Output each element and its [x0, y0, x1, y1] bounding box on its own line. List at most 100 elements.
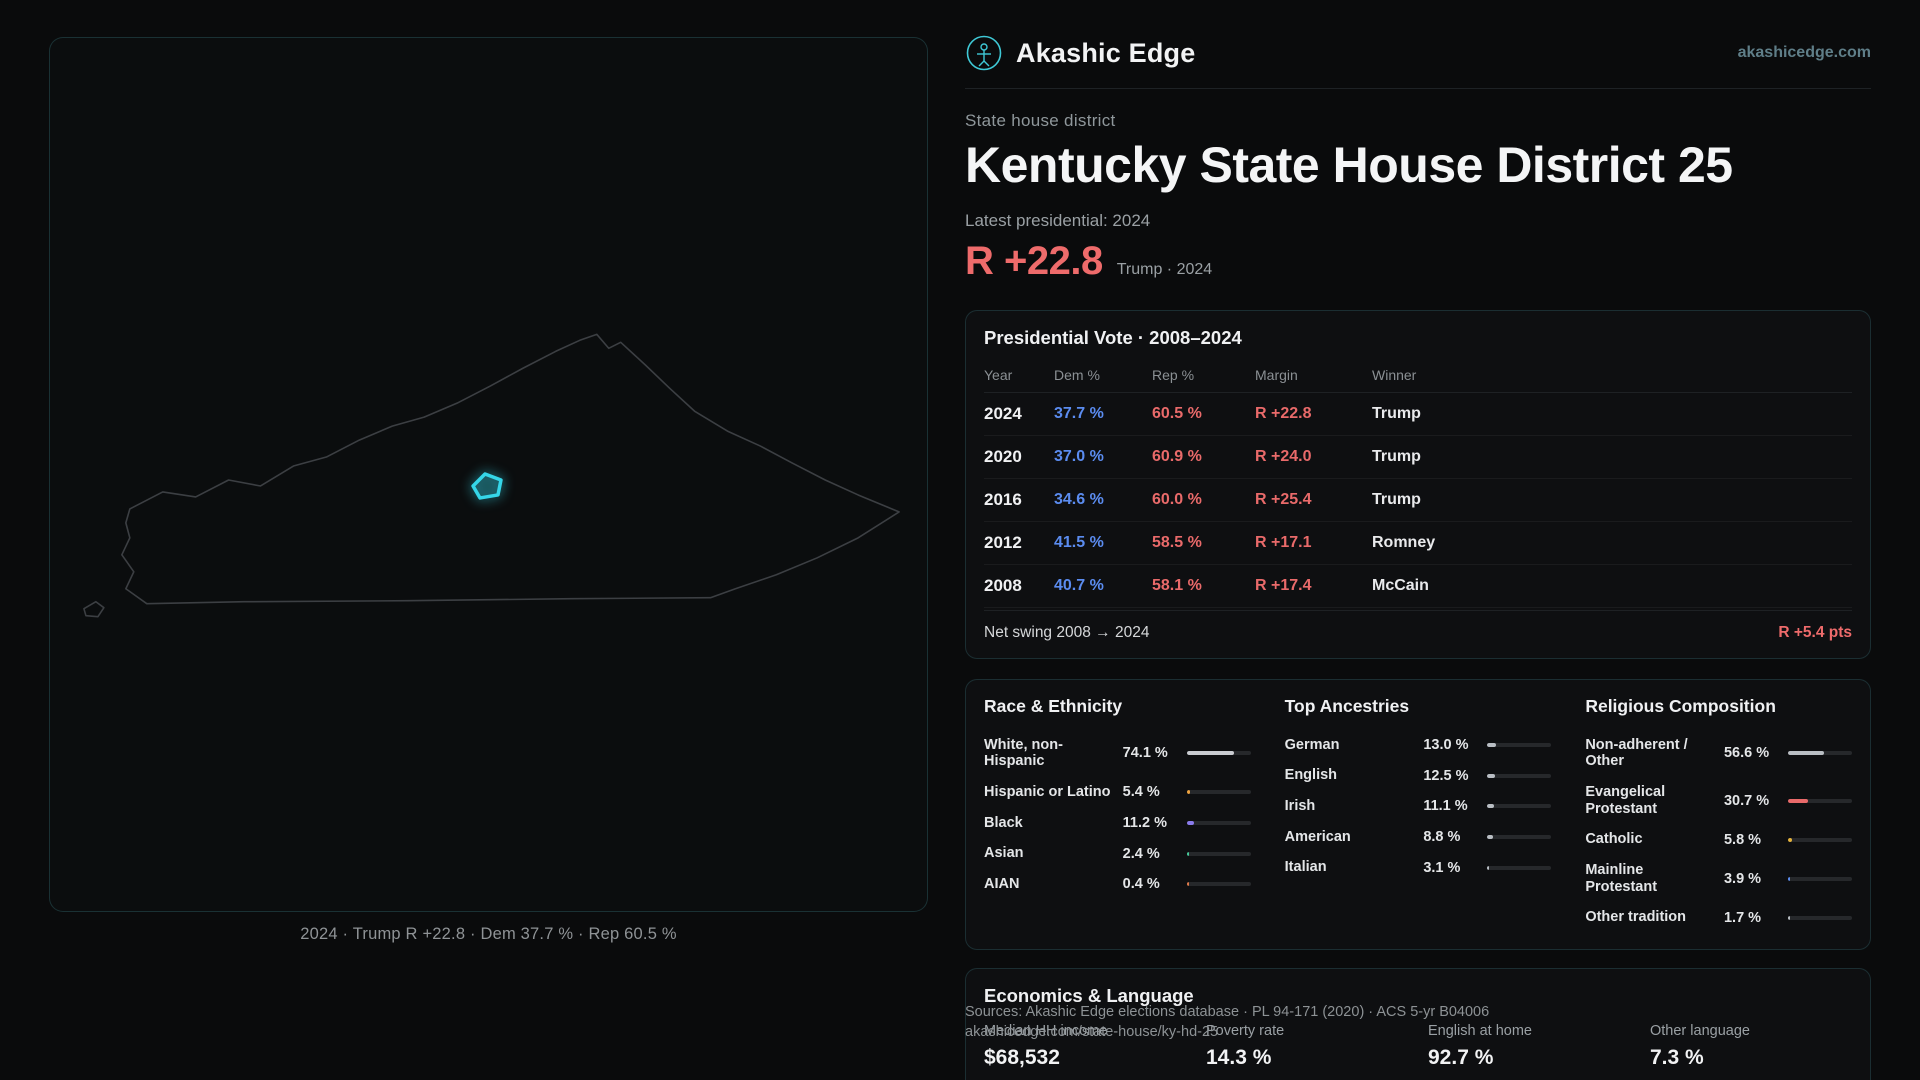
state-outline-west-bend	[83, 600, 105, 618]
list-item: White, non-Hispanic 74.1 %	[984, 730, 1251, 777]
table-row: 2008 40.7 % 58.1 % R +17.4 McCain	[984, 565, 1852, 608]
vote-card-title: Presidential Vote · 2008–2024	[984, 326, 1242, 348]
headline-margin-context: Trump · 2024	[1116, 260, 1213, 278]
col-rep: Rep %	[1152, 366, 1195, 383]
brand-logo-icon	[965, 34, 1003, 72]
cell-winner: Trump	[1372, 404, 1421, 422]
stat-bar	[1186, 751, 1251, 756]
list-item: Hispanic or Latino 5.4 %	[984, 777, 1251, 808]
religion-column: Religious Composition Non-adherent / Oth…	[1585, 696, 1852, 933]
district-highlight[interactable]	[471, 472, 503, 500]
cell-margin: R +25.4	[1255, 490, 1312, 508]
cell-margin: R +17.4	[1255, 576, 1312, 594]
cell-winner: Trump	[1372, 447, 1421, 465]
cell-dem: 40.7 %	[1054, 576, 1104, 594]
list-item: Asian 2.4 %	[984, 838, 1251, 869]
cell-dem: 37.0 %	[1054, 447, 1104, 465]
cell-dem: 34.6 %	[1054, 490, 1104, 508]
cell-rep: 60.9 %	[1152, 447, 1202, 465]
net-swing-row: Net swing 2008 → 2024 R +5.4 pts	[984, 609, 1852, 642]
col-year: Year	[984, 366, 1013, 383]
stat-bar	[1186, 882, 1251, 887]
stat-bar	[1787, 751, 1852, 756]
cell-dem: 37.7 %	[1054, 404, 1104, 422]
stat-english-at-home: English at home 92.7 %	[1428, 1022, 1532, 1069]
cell-year: 2024	[984, 403, 1022, 423]
stat-bar	[1186, 851, 1251, 856]
district-type-kicker: State house district	[965, 111, 1116, 130]
list-item: Non-adherent / Other 56.6 %	[1585, 730, 1852, 777]
stat-median-income: Median HH income $68,532	[984, 1022, 1108, 1069]
stat-bar	[1487, 773, 1552, 778]
cell-rep: 60.5 %	[1152, 404, 1202, 422]
cell-margin: R +24.0	[1255, 447, 1312, 465]
list-item: American 8.8 %	[1285, 822, 1552, 853]
list-item: Catholic 5.8 %	[1585, 824, 1852, 855]
list-item: Italian 3.1 %	[1285, 852, 1552, 883]
cell-winner: Romney	[1372, 533, 1436, 551]
list-item: Other tradition 1.7 %	[1585, 902, 1852, 933]
cell-margin: R +17.1	[1255, 533, 1312, 551]
headline-margin: R +22.8 Trump · 2024	[965, 239, 1871, 284]
list-item: Mainline Protestant 3.9 %	[1585, 855, 1852, 902]
cell-margin: R +22.8	[1255, 404, 1312, 422]
ancestries-title: Top Ancestries	[1284, 695, 1410, 716]
stat-poverty-rate: Poverty rate 14.3 %	[1206, 1022, 1285, 1069]
cell-year: 2020	[984, 446, 1022, 466]
ancestries-column: Top Ancestries German 13.0 % English 12.…	[1285, 696, 1552, 933]
stat-bar	[1186, 790, 1251, 795]
stat-bar	[1787, 915, 1852, 920]
table-row: 2012 41.5 % 58.5 % R +17.1 Romney	[984, 522, 1852, 565]
list-item: Evangelical Protestant 30.7 %	[1585, 777, 1852, 824]
sources-footer: Sources: Akashic Edge elections database…	[965, 1002, 1489, 1042]
state-outline	[121, 333, 900, 605]
kentucky-map	[83, 333, 900, 618]
stat-bar	[1487, 865, 1552, 870]
district-map-panel	[49, 37, 928, 912]
cell-year: 2008	[984, 575, 1022, 595]
cell-rep: 58.1 %	[1152, 576, 1202, 594]
table-row: 2020 37.0 % 60.9 % R +24.0 Trump	[984, 436, 1852, 479]
list-item: Irish 11.1 %	[1285, 791, 1552, 822]
list-item: German 13.0 %	[1285, 730, 1552, 761]
table-row: 2024 37.7 % 60.5 % R +22.8 Trump	[984, 393, 1852, 436]
vote-table-header: Year Dem % Rep % Margin Winner	[984, 361, 1852, 393]
stat-bar	[1487, 742, 1552, 747]
brand-name: Akashic Edge	[1016, 37, 1196, 68]
race-title: Race & Ethnicity	[984, 695, 1123, 716]
stat-bar	[1787, 798, 1852, 803]
col-margin: Margin	[1255, 366, 1298, 383]
headline-margin-value: R +22.8	[965, 238, 1103, 283]
site-domain-link[interactable]: akashicedge.com	[1737, 44, 1871, 61]
map-caption: 2024 · Trump R +22.8 · Dem 37.7 % · Rep …	[300, 925, 677, 943]
detail-panel: Akashic Edge akashicedge.com State house…	[965, 30, 1871, 1080]
stat-bar	[1787, 837, 1852, 842]
economics-title: Economics & Language	[984, 984, 1194, 1006]
sources-line: Sources: Akashic Edge elections database…	[965, 1004, 1490, 1020]
list-item: AIAN 0.4 %	[984, 869, 1251, 900]
cell-year: 2016	[984, 489, 1022, 509]
stat-other-language: Other language 7.3 %	[1650, 1022, 1750, 1069]
latest-presidential-label: Latest presidential: 2024	[965, 210, 1151, 230]
cell-winner: McCain	[1372, 576, 1429, 594]
net-swing-label: Net swing 2008 → 2024	[984, 623, 1150, 641]
table-row: 2016 34.6 % 60.0 % R +25.4 Trump	[984, 479, 1852, 522]
page-title: Kentucky State House District 25	[965, 137, 1733, 193]
cell-dem: 41.5 %	[1054, 533, 1104, 551]
race-ethnicity-column: Race & Ethnicity White, non-Hispanic 74.…	[984, 696, 1251, 933]
stat-bar	[1787, 876, 1852, 881]
cell-winner: Trump	[1372, 490, 1421, 508]
stat-bar	[1487, 834, 1552, 839]
page-url-link[interactable]: akashicedge.com/state-house/ky-hd-25	[965, 1024, 1219, 1040]
col-winner: Winner	[1372, 366, 1417, 383]
header-divider	[965, 88, 1871, 89]
demographics-card: Race & Ethnicity White, non-Hispanic 74.…	[965, 678, 1871, 950]
cell-year: 2012	[984, 532, 1022, 552]
religion-title: Religious Composition	[1585, 695, 1776, 716]
col-dem: Dem %	[1054, 366, 1100, 383]
economics-stats: Median HH income $68,532 Poverty rate 14…	[984, 1023, 1852, 1070]
brand: Akashic Edge	[965, 34, 1195, 72]
list-item: Black 11.2 %	[984, 808, 1251, 839]
economics-card: Economics & Language Median HH income $6…	[965, 967, 1871, 1080]
stat-bar	[1186, 820, 1251, 825]
